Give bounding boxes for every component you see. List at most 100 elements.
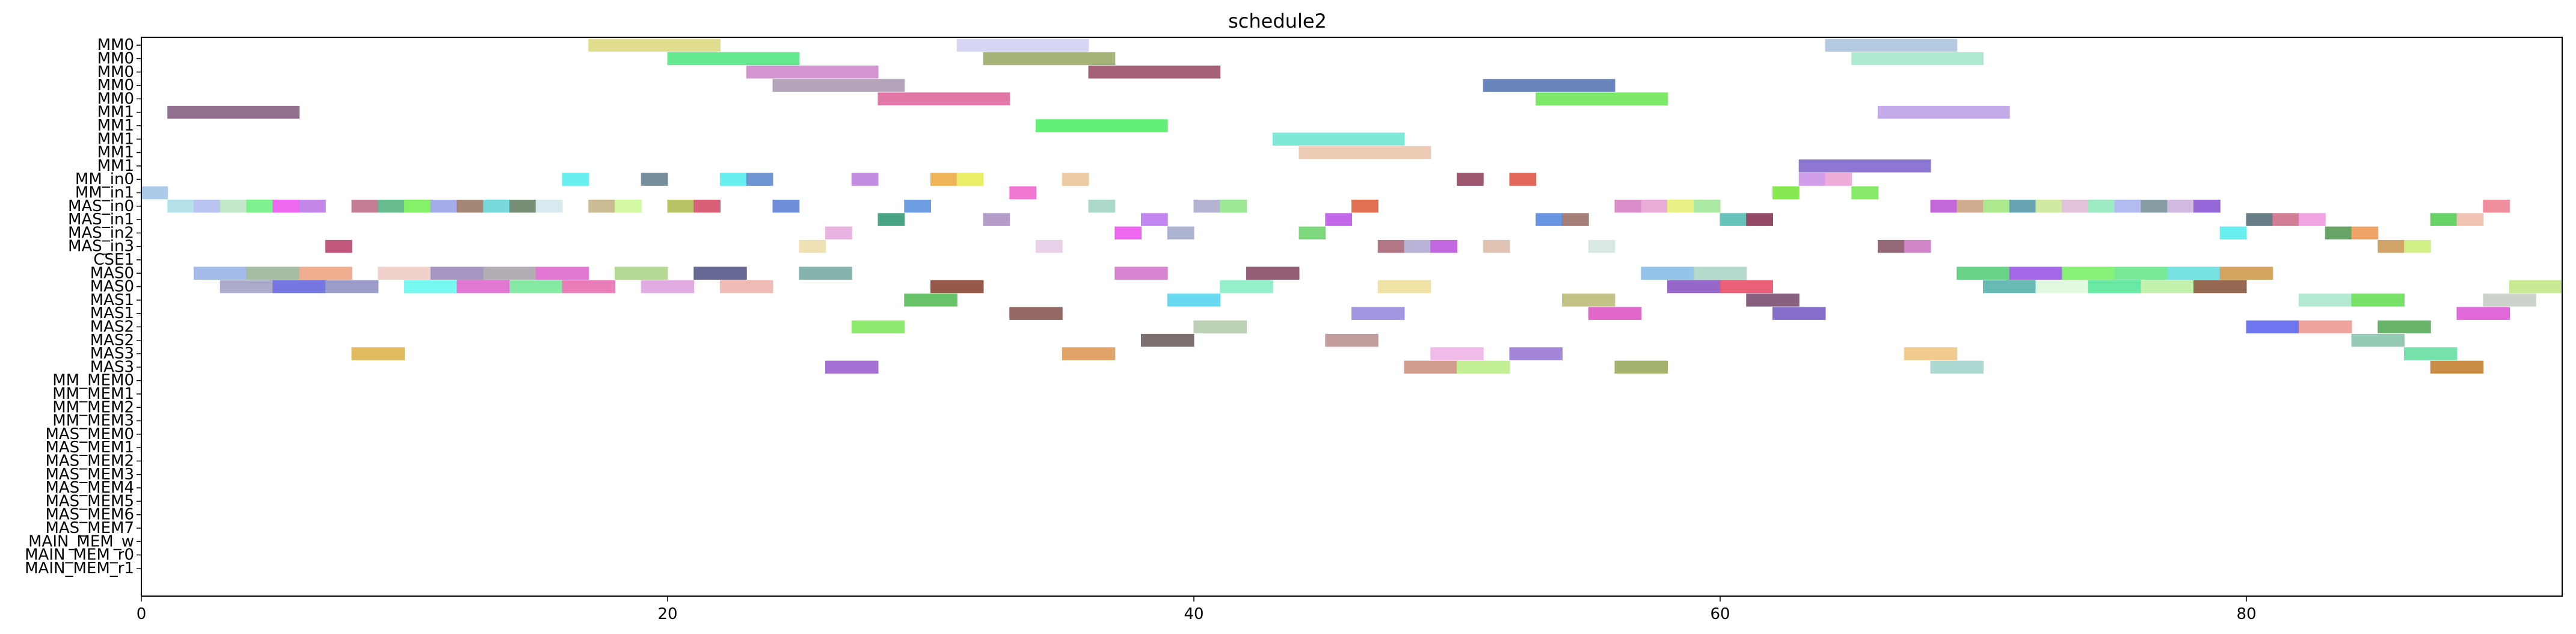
task-bar	[2062, 266, 2115, 280]
row-label: MM_MEM2	[52, 398, 134, 416]
task-bar	[430, 199, 458, 213]
row-label: MM0	[97, 76, 134, 94]
task-bar	[930, 280, 984, 294]
row-label: MAS_MEM2	[45, 452, 134, 470]
task-bar	[2351, 294, 2405, 307]
task-bar	[1351, 307, 1405, 320]
x-axis: 0 20 40 60 80	[137, 596, 2257, 623]
task-bar	[1957, 199, 1984, 213]
task-bar	[1299, 146, 1431, 159]
row-label: MAS2	[90, 331, 134, 349]
task-bar	[167, 105, 300, 119]
task-bar	[483, 266, 536, 280]
task-bar	[615, 266, 668, 280]
row-label: MM_in1	[75, 183, 134, 202]
task-bar	[1720, 280, 1773, 294]
task-bar	[562, 280, 615, 294]
task-bar	[456, 280, 510, 294]
task-bar	[2404, 239, 2431, 253]
row-label: MAS0	[90, 278, 134, 296]
task-bar	[1141, 213, 1168, 226]
task-bar	[220, 280, 274, 294]
task-bar	[509, 280, 563, 294]
task-bar	[667, 52, 800, 66]
task-bar	[1062, 347, 1116, 360]
row-label: MAS_in3	[68, 238, 134, 256]
task-bar	[509, 199, 536, 213]
row-label: MAIN_MEM_r1	[25, 559, 134, 577]
task-bar	[2430, 213, 2458, 226]
task-bar	[1141, 333, 1194, 347]
chart-title: schedule2	[1228, 10, 1327, 32]
task-bar	[1088, 65, 1221, 79]
task-bar	[1088, 199, 1116, 213]
task-bar	[1904, 347, 1958, 360]
task-bar	[1036, 239, 1063, 253]
task-bar	[1325, 333, 1379, 347]
task-bar	[1851, 52, 1984, 66]
task-bar	[746, 173, 773, 186]
row-label: MAS_MEM4	[45, 479, 134, 497]
task-bar	[562, 173, 589, 186]
row-label: MAS2	[90, 318, 134, 336]
task-bar	[720, 173, 747, 186]
task-bar	[1457, 360, 1510, 374]
row-label: MM1	[97, 157, 134, 175]
row-label: MM1	[97, 117, 134, 135]
task-bar	[2193, 280, 2247, 294]
task-bar	[1220, 199, 1247, 213]
task-bar	[2456, 307, 2510, 320]
task-bar	[1167, 294, 1221, 307]
row-label: MM1	[97, 144, 134, 162]
task-bar	[272, 199, 300, 213]
task-bar	[1746, 294, 1800, 307]
task-bar	[641, 173, 668, 186]
row-label: MAS3	[90, 358, 134, 376]
task-bar	[325, 239, 352, 253]
task-bar	[2483, 199, 2510, 213]
task-bar	[2246, 213, 2273, 226]
row-label: MAS_MEM6	[45, 506, 134, 524]
task-bar	[2141, 280, 2194, 294]
row-label: MM0	[97, 90, 134, 108]
row-label: MM_in0	[75, 170, 134, 188]
task-bar	[772, 199, 800, 213]
task-bar	[615, 199, 642, 213]
task-bar	[1667, 280, 1721, 294]
row-label: MAIN_MEM_w	[28, 532, 134, 550]
row-label: MAS_MEM1	[45, 439, 134, 457]
row-label: MM_MEM1	[52, 385, 134, 403]
task-bar	[1299, 226, 1326, 240]
task-bar	[1957, 266, 2010, 280]
task-bar	[2299, 320, 2352, 334]
task-bar	[2456, 213, 2484, 226]
row-label: MAS1	[90, 291, 134, 309]
task-bar	[1930, 360, 1984, 374]
x-tick-label: 0	[137, 605, 147, 623]
task-bar	[378, 199, 405, 213]
task-bar	[1167, 226, 1194, 240]
task-bar	[2035, 280, 2089, 294]
task-bar	[1983, 280, 2037, 294]
axes-frame	[141, 37, 2563, 597]
task-bar	[878, 213, 905, 226]
task-bar	[351, 199, 379, 213]
task-bar	[1930, 199, 1958, 213]
task-bar	[588, 38, 721, 52]
task-bar	[1430, 239, 1457, 253]
task-bar	[1246, 266, 1300, 280]
row-label: MM0	[97, 36, 134, 54]
task-bar	[1983, 199, 2010, 213]
task-bar	[1798, 159, 1931, 173]
task-bar	[1904, 239, 1931, 253]
task-bar	[351, 347, 405, 360]
task-bar	[956, 38, 1089, 52]
task-bar	[1641, 266, 1694, 280]
row-label: MAS_MEM7	[45, 519, 134, 537]
task-bar	[1667, 199, 1694, 213]
task-bar	[2378, 239, 2405, 253]
task-bar	[1720, 213, 1747, 226]
row-label: MM0	[97, 49, 134, 67]
row-label: MAS_MEM3	[45, 466, 134, 484]
